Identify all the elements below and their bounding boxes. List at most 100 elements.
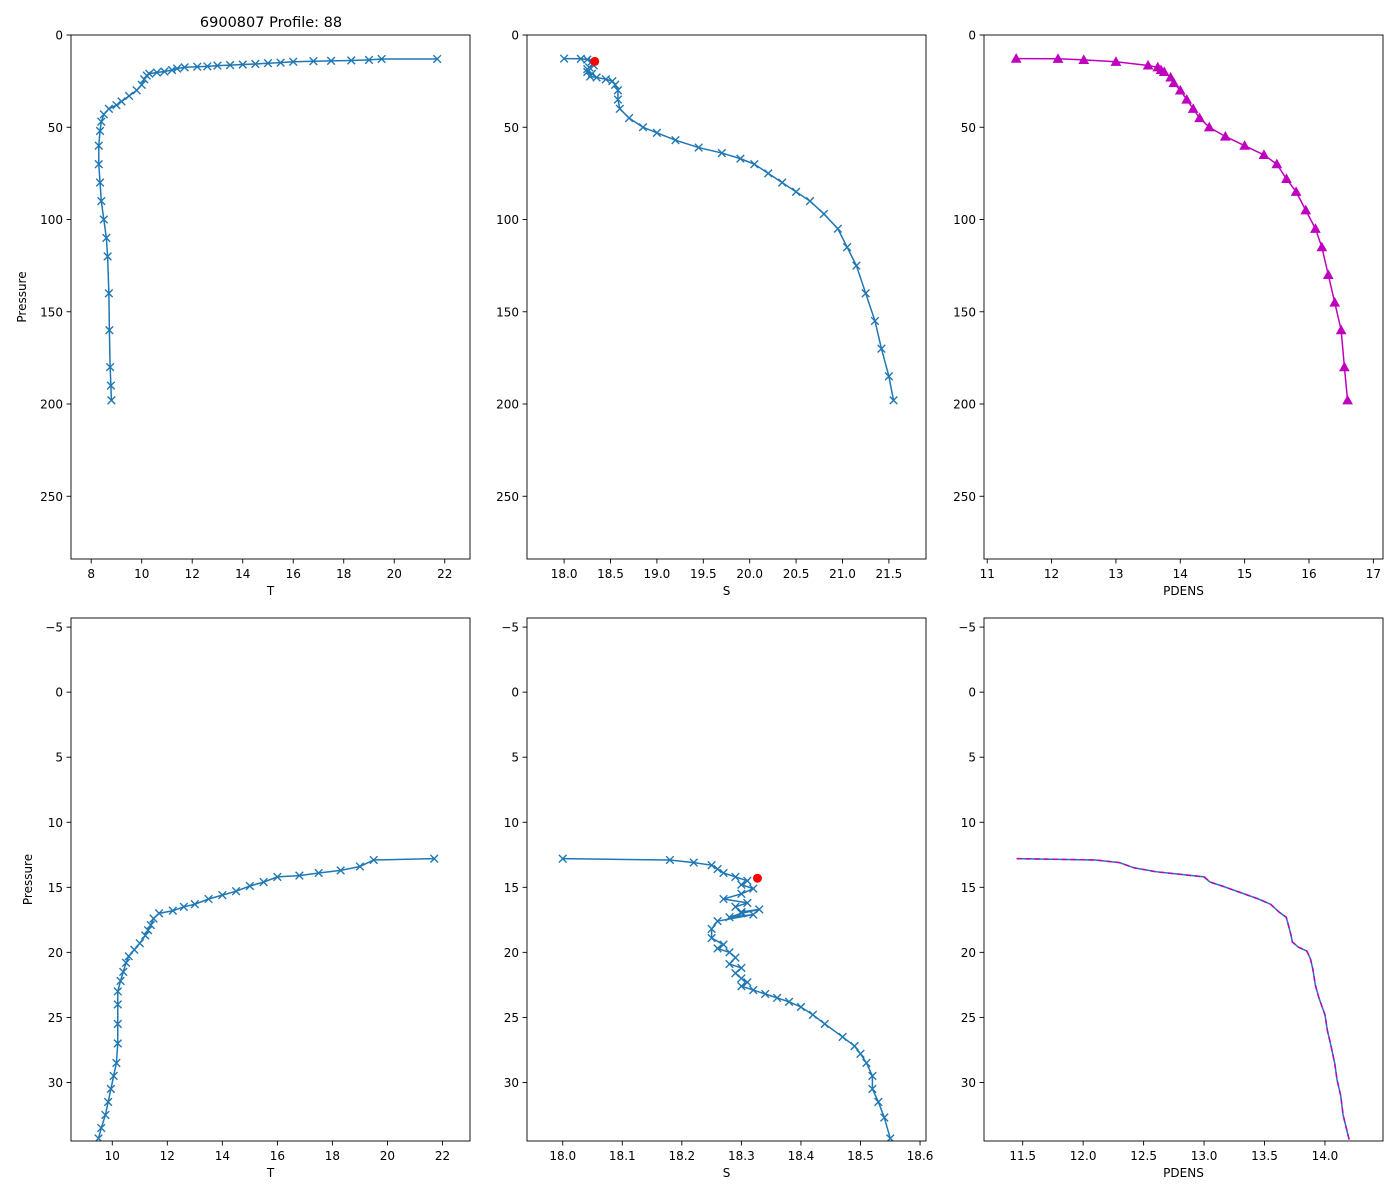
data-point [218, 890, 227, 900]
data-point [245, 881, 255, 891]
data-point [737, 889, 746, 899]
y-axis-label: Pressure [15, 271, 29, 322]
chart-bottom-pdens: 11.5 12.0 12.5 13.0 13.5 14.0 −5 0 5 10 15 20 25 30 PD… [958, 617, 1384, 1180]
y-tick-label: 150 [953, 305, 976, 319]
data-point [231, 886, 241, 896]
data-point [737, 974, 746, 983]
data-point [870, 316, 880, 326]
data-point [167, 65, 177, 75]
data-point [852, 261, 861, 270]
data-point [1258, 149, 1270, 160]
data-point [314, 868, 323, 878]
data-point [1203, 121, 1215, 132]
x-tick-label: 13.5 [1251, 1149, 1278, 1163]
data-point [101, 1110, 110, 1120]
data-point [743, 876, 752, 886]
data-point [808, 1010, 818, 1020]
y-tick-label: 25 [48, 1011, 63, 1025]
data-point [558, 854, 568, 863]
y-tick-label: 100 [40, 213, 63, 227]
data-point [259, 877, 268, 887]
data-point [613, 95, 623, 104]
data-point [113, 1000, 123, 1009]
y-tick-label: 15 [48, 881, 63, 895]
x-tick-label: 22 [437, 567, 452, 581]
plot-area [1016, 857, 1350, 1140]
data-point [750, 159, 759, 169]
data-point [833, 224, 843, 234]
y-tick-label: 250 [496, 490, 519, 504]
highlight-point [590, 56, 600, 66]
data-point [1187, 103, 1199, 113]
y-tick-label: 10 [961, 816, 976, 830]
chart-top-t: 8 10 12 14 16 18 20 22 0 50 100 150 200 250 T Pressure [15, 29, 471, 598]
x-tick-label: 18.0 [551, 567, 578, 581]
y-tick-label: 150 [40, 305, 63, 319]
data-point [288, 57, 298, 67]
data-point [347, 56, 356, 65]
data-point [1290, 186, 1302, 196]
data-point [135, 938, 145, 948]
axes-frame [70, 34, 471, 560]
x-tick-label: 19.0 [644, 567, 671, 581]
plot-area [558, 854, 895, 1141]
data-point [369, 855, 378, 865]
x-tick-label: 11.5 [1009, 1149, 1036, 1163]
data-point [838, 1032, 847, 1042]
y-tick-label: −5 [45, 621, 63, 635]
data-point [149, 914, 158, 923]
x-tick-label: 20.0 [736, 567, 763, 581]
data-point [850, 1041, 859, 1051]
y-tick-label: 250 [953, 490, 976, 504]
highlight-point [752, 873, 762, 883]
x-tick-label: 14 [215, 1149, 230, 1163]
x-tick-label: 18.0 [549, 1149, 576, 1163]
data-point [877, 344, 886, 353]
plot-area [559, 54, 898, 405]
data-point [784, 997, 794, 1007]
y-tick-label: 0 [968, 29, 976, 43]
y-tick-label: 250 [40, 490, 63, 504]
data-point [97, 196, 106, 206]
y-tick-label: 10 [48, 816, 63, 830]
data-point [141, 931, 150, 940]
data-point [743, 977, 752, 987]
data-point [104, 289, 114, 298]
data-point [129, 945, 139, 955]
data-point [107, 396, 116, 405]
data-point [638, 122, 648, 132]
data-point [1310, 223, 1321, 233]
y-tick-label: 0 [55, 29, 63, 43]
y-tick-label: −5 [501, 621, 519, 635]
data-point [737, 907, 746, 917]
y-tick-label: 30 [48, 1076, 63, 1090]
x-tick-label: 11 [980, 567, 995, 581]
data-point [719, 894, 728, 904]
y-tick-label: 25 [961, 1011, 976, 1025]
data-point [263, 58, 273, 68]
data-point [880, 1113, 889, 1122]
data-point [763, 169, 773, 178]
data-point [160, 67, 169, 76]
chart-top-pdens: 11 12 13 14 15 16 17 0 50 100 150 200 250 PDENS [953, 29, 1384, 598]
x-tick-label: 22 [435, 1149, 450, 1163]
chart-bottom-t: 10 12 14 16 18 20 22 −5 0 5 10 15 20 25 30 T Pressure [21, 617, 471, 1180]
x-tick-label: 10 [134, 567, 149, 581]
data-point [109, 1071, 118, 1081]
charts-container: 8 10 12 14 16 18 20 22050100150200250TPressure1… [15, 29, 1384, 1180]
x-tick-label: 18 [336, 567, 351, 581]
data-point [112, 100, 121, 110]
data-point [105, 325, 114, 335]
data-point [364, 55, 374, 65]
data-point [707, 933, 716, 943]
y-tick-label: 0 [511, 29, 519, 43]
data-point [559, 54, 569, 63]
data-point [884, 372, 894, 381]
x-tick-label: 12 [160, 1149, 175, 1163]
data-point [592, 73, 601, 82]
x-tick-label: 21.5 [876, 567, 903, 581]
y-tick-label: 0 [511, 686, 519, 700]
data-point [1078, 54, 1090, 65]
data-point [95, 178, 105, 187]
